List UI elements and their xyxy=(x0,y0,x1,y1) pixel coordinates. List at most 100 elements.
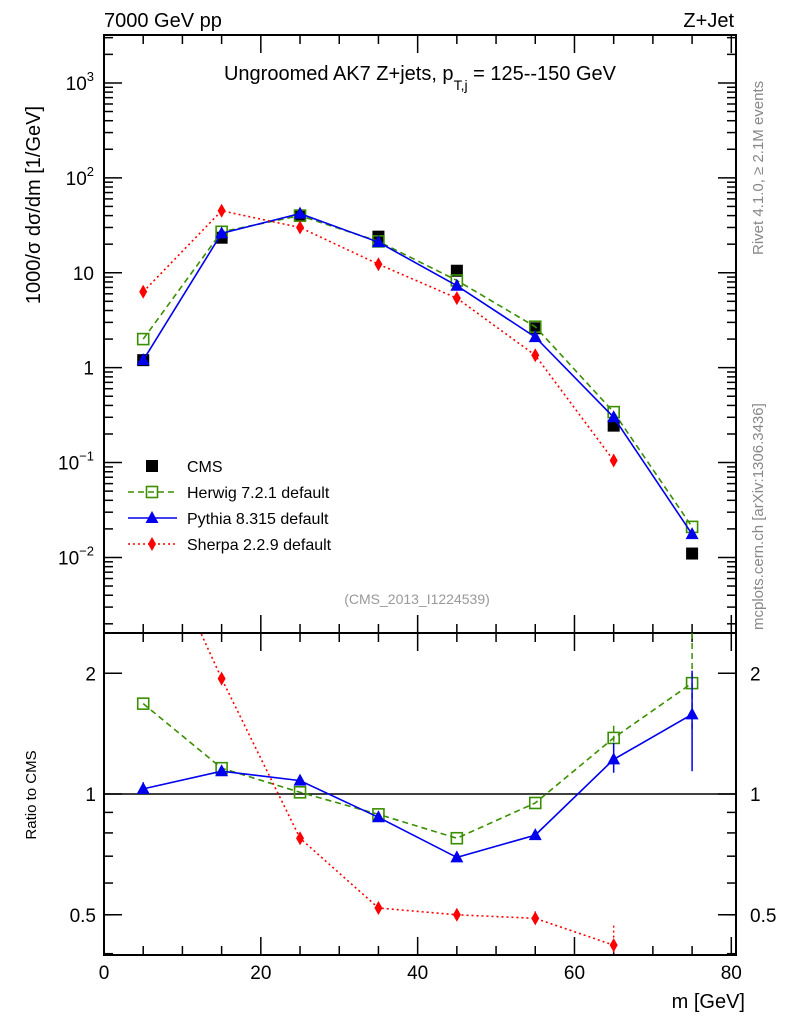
legend-marker xyxy=(145,485,159,499)
data-point xyxy=(528,828,542,841)
data-point xyxy=(136,353,150,366)
data-point xyxy=(215,764,229,777)
legend-marker xyxy=(146,460,158,472)
data-point xyxy=(609,453,618,468)
series-line xyxy=(143,713,693,859)
y-tick-label: 10−2 xyxy=(58,543,94,569)
x-tick-label: 80 xyxy=(721,963,742,984)
data-point xyxy=(452,291,461,306)
series-herwig xyxy=(136,633,699,845)
series-line xyxy=(142,209,615,462)
legend-marker xyxy=(148,537,156,551)
y-tick-label: 10 xyxy=(73,264,94,285)
data-point xyxy=(450,831,464,845)
chart-title: Ungroomed AK7 Z+jets, pT,j = 125--150 Ge… xyxy=(224,63,617,93)
data-point xyxy=(685,527,699,540)
legend-label: CMS xyxy=(187,459,223,476)
data-point xyxy=(374,257,383,272)
data-point xyxy=(450,850,464,863)
ratio-panel: 2 2 1 1 0.5 0.5 0 20 40 60 80 xyxy=(70,500,776,984)
data-point xyxy=(452,907,461,922)
legend-label: Pythia 8.315 default xyxy=(187,511,329,528)
chart-title-sub: T,j xyxy=(454,77,468,93)
data-point xyxy=(607,752,621,765)
data-point xyxy=(531,911,540,926)
y-tick-label: 1 xyxy=(83,359,94,380)
y-tick-label-right: 0.5 xyxy=(750,906,776,927)
data-point xyxy=(293,773,307,786)
series-pythia xyxy=(136,206,699,540)
data-point xyxy=(136,781,150,794)
y-tick-label: 103 xyxy=(66,69,94,95)
data-point xyxy=(371,235,385,248)
y-tick-label-right: 1 xyxy=(750,785,761,806)
series-line xyxy=(199,633,614,946)
analysis-label: (CMS_2013_I1224539) xyxy=(344,591,490,607)
data-layer xyxy=(136,203,699,560)
data-point xyxy=(531,348,540,363)
y-tick-label: 102 xyxy=(66,164,94,190)
top-left-label: 7000 GeV pp xyxy=(104,10,222,32)
data-point xyxy=(296,831,305,846)
legend-marker xyxy=(145,511,159,523)
series-cms xyxy=(137,209,699,560)
data-point xyxy=(371,810,385,823)
side-label-rivet: Rivet 4.1.0, ≥ 2.1M events xyxy=(750,81,767,255)
data-point xyxy=(215,226,229,239)
chart-title-main: Ungroomed AK7 Z+jets, p xyxy=(224,63,454,85)
y-tick-label: 0.5 xyxy=(70,906,96,927)
legend-label: Sherpa 2.2.9 default xyxy=(187,537,332,554)
y-axis-label-ratio: Ratio to CMS xyxy=(23,750,40,839)
data-point xyxy=(217,671,226,686)
series-sherpa xyxy=(139,203,618,468)
legend: CMS Herwig 7.2.1 default Pythia 8.315 defa… xyxy=(128,459,332,554)
data-point xyxy=(685,707,699,720)
y-tick-label-right: 2 xyxy=(750,664,761,685)
y-tick-exponent: −2 xyxy=(79,543,94,558)
data-point xyxy=(607,410,621,423)
data-point xyxy=(139,500,147,514)
top-right-label: Z+Jet xyxy=(683,10,734,32)
y-tick-label: 10−1 xyxy=(58,449,94,475)
x-axis-label: m [GeV] xyxy=(672,991,745,1013)
data-point xyxy=(450,264,463,277)
data-point xyxy=(528,330,542,343)
data-point xyxy=(609,938,618,953)
data-point xyxy=(136,332,150,346)
data-point xyxy=(217,203,226,218)
data-point xyxy=(686,547,699,560)
x-tick-label: 0 xyxy=(99,963,110,984)
y-tick-base: 10 xyxy=(66,169,87,190)
y-tick-exponent: −1 xyxy=(79,449,94,464)
x-tick-label: 20 xyxy=(250,963,271,984)
y-tick-label: 2 xyxy=(85,664,96,685)
y-tick-base: 1 xyxy=(83,359,94,380)
data-layer xyxy=(136,500,699,954)
side-label-mcplots: mcplots.cern.ch [arXiv:1306.3436] xyxy=(750,403,767,630)
y-tick-exponent: 2 xyxy=(87,164,94,179)
legend-label: Herwig 7.2.1 default xyxy=(187,485,330,502)
data-point xyxy=(450,278,464,291)
data-point xyxy=(139,284,148,299)
data-point xyxy=(374,900,383,915)
series-sherpa xyxy=(139,500,618,954)
chart-title-rest: = 125--150 GeV xyxy=(468,63,617,85)
y-tick-exponent: 3 xyxy=(87,69,94,84)
series-line xyxy=(142,214,693,528)
data-point xyxy=(296,220,305,235)
data-point xyxy=(528,796,542,810)
y-tick-base: 10 xyxy=(73,264,94,285)
y-tick-label: 1 xyxy=(85,785,96,806)
data-point xyxy=(136,697,150,710)
x-tick-label: 60 xyxy=(564,963,585,984)
data-point xyxy=(293,206,307,219)
series-line xyxy=(142,212,693,535)
y-tick-base: 10 xyxy=(58,548,79,569)
y-axis-label-main: 1000/σ dσ/dm [1/GeV] xyxy=(23,106,45,304)
y-tick-base: 10 xyxy=(58,454,79,475)
y-tick-base: 10 xyxy=(66,74,87,95)
data-point xyxy=(293,786,307,799)
x-tick-label: 40 xyxy=(407,963,428,984)
series-pythia xyxy=(136,670,699,863)
